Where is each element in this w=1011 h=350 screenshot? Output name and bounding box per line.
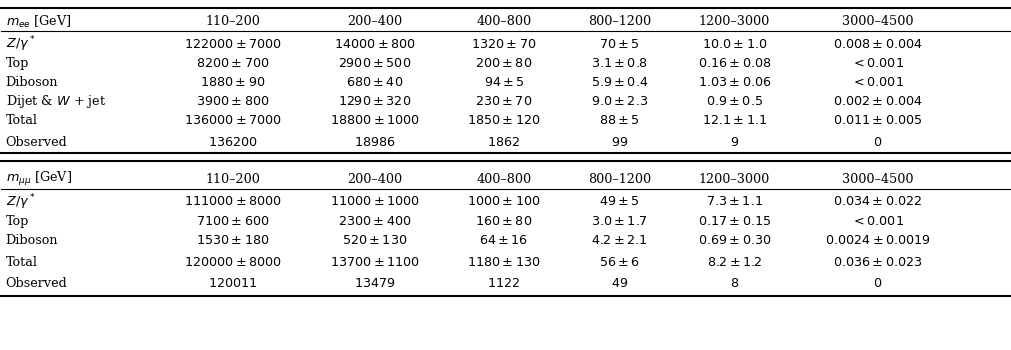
Text: $0.011 \pm 0.005$: $0.011 \pm 0.005$ — [832, 114, 922, 127]
Text: $136000 \pm 7000$: $136000 \pm 7000$ — [184, 114, 282, 127]
Text: Diboson: Diboson — [6, 234, 59, 247]
Text: $1862$: $1862$ — [487, 136, 520, 149]
Text: $< 0.001$: $< 0.001$ — [850, 57, 904, 70]
Text: $1850 \pm 120$: $1850 \pm 120$ — [467, 114, 540, 127]
Text: $18800 \pm 1000$: $18800 \pm 1000$ — [330, 114, 420, 127]
Text: $0$: $0$ — [872, 277, 882, 290]
Text: $160 \pm 80$: $160 \pm 80$ — [475, 215, 532, 228]
Text: $0.0024 \pm 0.0019$: $0.0024 \pm 0.0019$ — [824, 234, 930, 247]
Text: Observed: Observed — [6, 277, 68, 290]
Text: $680 \pm 40$: $680 \pm 40$ — [346, 76, 403, 89]
Text: $56 \pm 6$: $56 \pm 6$ — [599, 256, 639, 270]
Text: 3000–4500: 3000–4500 — [841, 15, 913, 28]
Text: $136200$: $136200$ — [208, 136, 258, 149]
Text: $< 0.001$: $< 0.001$ — [850, 76, 904, 89]
Text: 200–400: 200–400 — [347, 15, 401, 28]
Text: $7.3 \pm 1.1$: $7.3 \pm 1.1$ — [705, 195, 762, 208]
Text: $120000 \pm 8000$: $120000 \pm 8000$ — [184, 256, 282, 270]
Text: $13479$: $13479$ — [354, 277, 395, 290]
Text: $9.0 \pm 2.3$: $9.0 \pm 2.3$ — [590, 95, 647, 108]
Text: $0.008 \pm 0.004$: $0.008 \pm 0.004$ — [832, 38, 922, 51]
Text: $0.16 \pm 0.08$: $0.16 \pm 0.08$ — [697, 57, 770, 70]
Text: Top: Top — [6, 215, 29, 228]
Text: $520 \pm 130$: $520 \pm 130$ — [342, 234, 407, 247]
Text: $1180 \pm 130$: $1180 \pm 130$ — [467, 256, 540, 270]
Text: $111000 \pm 8000$: $111000 \pm 8000$ — [184, 195, 282, 208]
Text: $2900 \pm 500$: $2900 \pm 500$ — [338, 57, 410, 70]
Text: $0.69 \pm 0.30$: $0.69 \pm 0.30$ — [697, 234, 770, 247]
Text: $0$: $0$ — [872, 136, 882, 149]
Text: 110–200: 110–200 — [205, 173, 260, 186]
Text: $8.2 \pm 1.2$: $8.2 \pm 1.2$ — [706, 256, 761, 270]
Text: Total: Total — [6, 114, 37, 127]
Text: $1530 \pm 180$: $1530 \pm 180$ — [196, 234, 270, 247]
Text: $12.1 \pm 1.1$: $12.1 \pm 1.1$ — [701, 114, 766, 127]
Text: 400–800: 400–800 — [476, 15, 531, 28]
Text: 800–1200: 800–1200 — [587, 173, 650, 186]
Text: $9$: $9$ — [729, 136, 738, 149]
Text: $49$: $49$ — [610, 277, 627, 290]
Text: $200 \pm 80$: $200 \pm 80$ — [475, 57, 532, 70]
Text: Observed: Observed — [6, 136, 68, 149]
Text: $3.0 \pm 1.7$: $3.0 \pm 1.7$ — [590, 215, 647, 228]
Text: $1880 \pm 90$: $1880 \pm 90$ — [200, 76, 266, 89]
Text: $64 \pm 16$: $64 \pm 16$ — [479, 234, 528, 247]
Text: $1000 \pm 100$: $1000 \pm 100$ — [467, 195, 540, 208]
Text: $1290 \pm 320$: $1290 \pm 320$ — [338, 95, 410, 108]
Text: $2300 \pm 400$: $2300 \pm 400$ — [338, 215, 411, 228]
Text: 1200–3000: 1200–3000 — [698, 173, 769, 186]
Text: $0.034 \pm 0.022$: $0.034 \pm 0.022$ — [832, 195, 922, 208]
Text: $11000 \pm 1000$: $11000 \pm 1000$ — [330, 195, 420, 208]
Text: $14000 \pm 800$: $14000 \pm 800$ — [334, 38, 416, 51]
Text: $13700 \pm 1100$: $13700 \pm 1100$ — [330, 256, 420, 270]
Text: $0.17 \pm 0.15$: $0.17 \pm 0.15$ — [697, 215, 770, 228]
Text: $49 \pm 5$: $49 \pm 5$ — [599, 195, 639, 208]
Text: $7100 \pm 600$: $7100 \pm 600$ — [196, 215, 270, 228]
Text: $0.036 \pm 0.023$: $0.036 \pm 0.023$ — [832, 256, 922, 270]
Text: $94 \pm 5$: $94 \pm 5$ — [483, 76, 524, 89]
Text: Dijet & $W$ + jet: Dijet & $W$ + jet — [6, 93, 106, 110]
Text: $88 \pm 5$: $88 \pm 5$ — [599, 114, 639, 127]
Text: $1320 \pm 70$: $1320 \pm 70$ — [471, 38, 536, 51]
Text: $m_{ee}$ [GeV]: $m_{ee}$ [GeV] — [6, 14, 72, 30]
Text: $10.0 \pm 1.0$: $10.0 \pm 1.0$ — [701, 38, 766, 51]
Text: 800–1200: 800–1200 — [587, 15, 650, 28]
Text: $3.1 \pm 0.8$: $3.1 \pm 0.8$ — [590, 57, 647, 70]
Text: $0.002 \pm 0.004$: $0.002 \pm 0.004$ — [832, 95, 922, 108]
Text: $4.2 \pm 2.1$: $4.2 \pm 2.1$ — [590, 234, 647, 247]
Text: Total: Total — [6, 256, 37, 270]
Text: $8$: $8$ — [729, 277, 738, 290]
Text: $8200 \pm 700$: $8200 \pm 700$ — [196, 57, 270, 70]
Text: Top: Top — [6, 57, 29, 70]
Text: $1122$: $1122$ — [487, 277, 520, 290]
Text: $230 \pm 70$: $230 \pm 70$ — [475, 95, 532, 108]
Text: $m_{\mu\mu}$ [GeV]: $m_{\mu\mu}$ [GeV] — [6, 170, 72, 188]
Text: $0.9 \pm 0.5$: $0.9 \pm 0.5$ — [706, 95, 762, 108]
Text: 1200–3000: 1200–3000 — [698, 15, 769, 28]
Text: Diboson: Diboson — [6, 76, 59, 89]
Text: 200–400: 200–400 — [347, 173, 401, 186]
Text: $122000 \pm 7000$: $122000 \pm 7000$ — [184, 38, 282, 51]
Text: $70 \pm 5$: $70 \pm 5$ — [599, 38, 639, 51]
Text: $3900 \pm 800$: $3900 \pm 800$ — [196, 95, 270, 108]
Text: 400–800: 400–800 — [476, 173, 531, 186]
Text: $99$: $99$ — [610, 136, 627, 149]
Text: $< 0.001$: $< 0.001$ — [850, 215, 904, 228]
Text: $5.9 \pm 0.4$: $5.9 \pm 0.4$ — [589, 76, 647, 89]
Text: $120011$: $120011$ — [208, 277, 258, 290]
Text: 110–200: 110–200 — [205, 15, 260, 28]
Text: $1.03 \pm 0.06$: $1.03 \pm 0.06$ — [697, 76, 770, 89]
Text: 3000–4500: 3000–4500 — [841, 173, 913, 186]
Text: $18986$: $18986$ — [354, 136, 395, 149]
Text: $Z/\gamma^*$: $Z/\gamma^*$ — [6, 34, 35, 54]
Text: $Z/\gamma^*$: $Z/\gamma^*$ — [6, 192, 35, 212]
